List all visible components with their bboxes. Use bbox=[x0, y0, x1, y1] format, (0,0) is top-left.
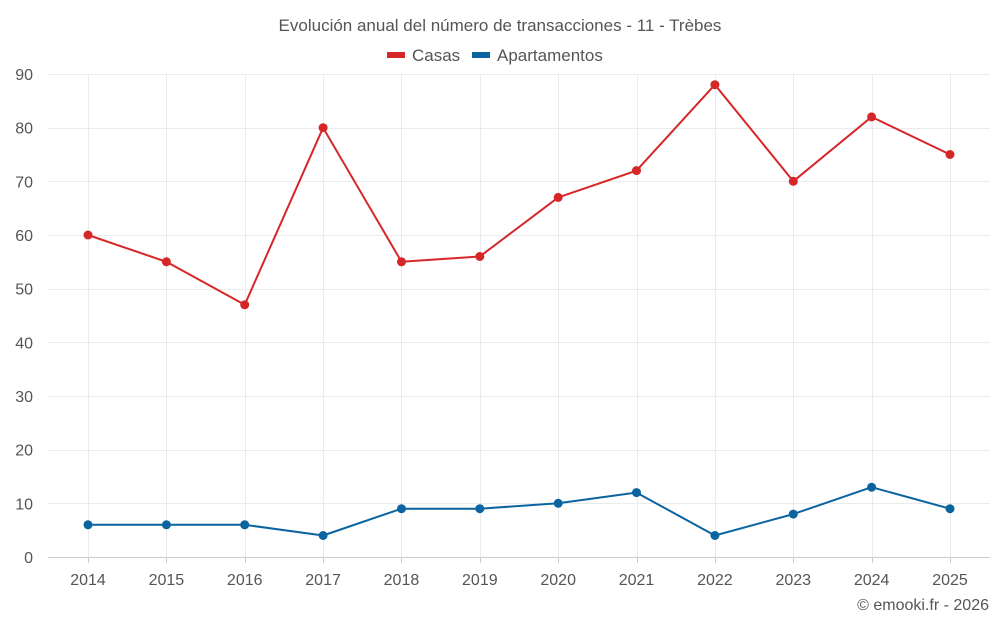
x-tick-label: 2019 bbox=[462, 572, 498, 589]
data-point-casas[interactable] bbox=[632, 166, 641, 176]
legend-label-casas[interactable]: Casas bbox=[412, 46, 460, 65]
data-point-casas[interactable] bbox=[397, 257, 406, 267]
series-line-casas bbox=[87, 83, 951, 306]
data-point-apartamentos[interactable] bbox=[397, 504, 406, 514]
data-point-apartamentos[interactable] bbox=[318, 531, 328, 540]
legend-label-apartamentos[interactable]: Apartamentos bbox=[497, 46, 603, 65]
data-point-casas[interactable] bbox=[553, 192, 563, 202]
x-tick-label: 2018 bbox=[384, 572, 420, 589]
data-point-apartamentos[interactable] bbox=[475, 504, 485, 514]
data-point-casas[interactable] bbox=[83, 230, 93, 240]
data-point-apartamentos[interactable] bbox=[240, 520, 250, 530]
data-point-apartamentos[interactable] bbox=[83, 520, 93, 530]
data-point-apartamentos[interactable] bbox=[945, 504, 955, 514]
series bbox=[83, 80, 955, 540]
credit-text: © emooki.fr - 2026 bbox=[857, 597, 989, 614]
y-tick-label: 90 bbox=[15, 67, 33, 84]
x-tick-label: 2023 bbox=[775, 572, 811, 589]
data-point-casas[interactable] bbox=[867, 112, 877, 122]
y-tick-label: 60 bbox=[15, 228, 33, 245]
data-point-apartamentos[interactable] bbox=[867, 482, 877, 492]
data-point-casas[interactable] bbox=[475, 252, 485, 261]
x-tick-label: 2020 bbox=[540, 572, 576, 589]
x-tick-label: 2016 bbox=[227, 572, 263, 589]
data-point-casas[interactable] bbox=[710, 80, 720, 90]
grid bbox=[48, 74, 990, 557]
legend: Casas Apartamentos bbox=[387, 46, 603, 65]
data-point-casas[interactable] bbox=[240, 300, 250, 310]
y-tick-label: 40 bbox=[15, 335, 33, 352]
x-axis-ticks: 2014 2015 2016 2017 2018 2019 2020 2021 2022 2023… bbox=[70, 557, 968, 589]
y-axis-ticks: 0 10 20 30 40 50 60 70 80 90 bbox=[15, 67, 33, 567]
legend-swatch-casas bbox=[387, 52, 405, 58]
x-tick-label: 2025 bbox=[932, 572, 968, 589]
series-line-apartamentos bbox=[88, 486, 951, 537]
x-tick-label: 2015 bbox=[149, 572, 185, 589]
data-point-apartamentos[interactable] bbox=[553, 498, 563, 508]
legend-swatch-apartamentos bbox=[472, 52, 490, 58]
y-tick-label: 50 bbox=[15, 282, 33, 299]
x-tick-label: 2014 bbox=[70, 572, 106, 589]
chart-title: Evolución anual del número de transaccio… bbox=[279, 16, 722, 35]
y-tick-label: 0 bbox=[24, 550, 33, 567]
data-point-apartamentos[interactable] bbox=[710, 531, 720, 540]
x-tick-label: 2022 bbox=[697, 572, 733, 589]
y-tick-label: 20 bbox=[15, 443, 33, 460]
x-tick-label: 2021 bbox=[619, 572, 655, 589]
x-tick-label: 2024 bbox=[854, 572, 890, 589]
data-point-apartamentos[interactable] bbox=[788, 509, 798, 519]
data-point-casas[interactable] bbox=[318, 123, 328, 133]
y-tick-label: 70 bbox=[15, 174, 33, 191]
data-point-casas[interactable] bbox=[945, 150, 955, 159]
y-tick-label: 10 bbox=[15, 496, 33, 513]
y-tick-label: 80 bbox=[15, 121, 33, 138]
data-point-apartamentos[interactable] bbox=[161, 520, 171, 530]
y-tick-label: 30 bbox=[15, 389, 33, 406]
data-point-casas[interactable] bbox=[161, 257, 171, 267]
data-point-apartamentos[interactable] bbox=[632, 488, 641, 498]
data-point-casas[interactable] bbox=[788, 176, 798, 186]
x-tick-label: 2017 bbox=[305, 572, 341, 589]
